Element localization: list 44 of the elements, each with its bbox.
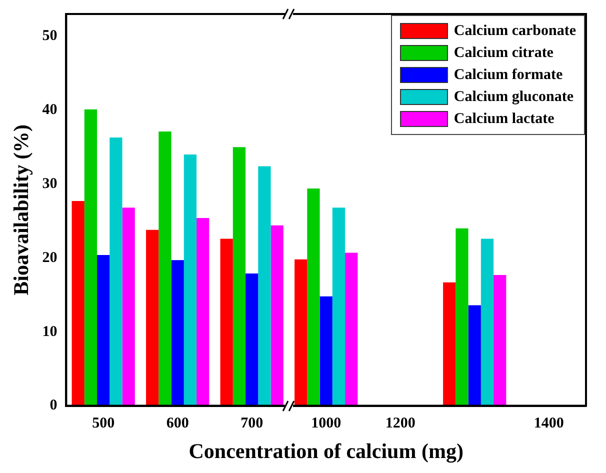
x-tick-label: 1400 xyxy=(534,416,564,432)
x-tick-label: 700 xyxy=(240,416,264,432)
bar xyxy=(220,238,233,406)
bar xyxy=(468,305,481,406)
y-tick-label: 30 xyxy=(42,176,58,192)
bar xyxy=(122,208,135,406)
x-tick-label: 1200 xyxy=(385,416,416,432)
bar xyxy=(456,228,468,406)
legend-label: Calcium formate xyxy=(454,66,563,84)
legend-label: Calcium carbonate xyxy=(454,22,576,40)
bar xyxy=(171,260,184,406)
bar xyxy=(72,201,84,406)
legend-label: Calcium gluconate xyxy=(454,88,574,106)
bar xyxy=(345,252,358,406)
bar xyxy=(320,296,332,406)
x-tick-label: 500 xyxy=(92,416,115,432)
bar xyxy=(307,188,320,406)
bar xyxy=(294,259,308,406)
bar xyxy=(270,225,284,406)
x-tick-label: 600 xyxy=(166,416,189,432)
y-tick-label: 40 xyxy=(42,102,58,118)
bar xyxy=(146,230,159,406)
bar xyxy=(158,132,172,406)
y-axis-title: Bioavailability (%) xyxy=(9,124,34,296)
y-tick-label: 20 xyxy=(42,250,58,266)
bar xyxy=(196,218,210,406)
bar xyxy=(258,166,271,406)
x-tick-label: 1000 xyxy=(311,416,342,432)
x-axis-title: Concentration of calcium (mg) xyxy=(188,438,464,463)
legend-label: Calcium lactate xyxy=(454,110,554,128)
bar xyxy=(480,238,494,406)
y-tick-label: 50 xyxy=(42,28,58,44)
bar xyxy=(332,208,346,406)
bar xyxy=(443,282,456,406)
legend-label: Calcium citrate xyxy=(454,44,554,62)
bar xyxy=(184,154,197,406)
bar xyxy=(246,273,258,406)
bar xyxy=(84,109,98,406)
bar xyxy=(110,137,122,406)
bar xyxy=(232,147,246,406)
bar xyxy=(97,254,110,406)
bar xyxy=(494,274,506,406)
y-tick-label: 0 xyxy=(50,398,58,414)
y-tick-label: 10 xyxy=(42,324,58,340)
